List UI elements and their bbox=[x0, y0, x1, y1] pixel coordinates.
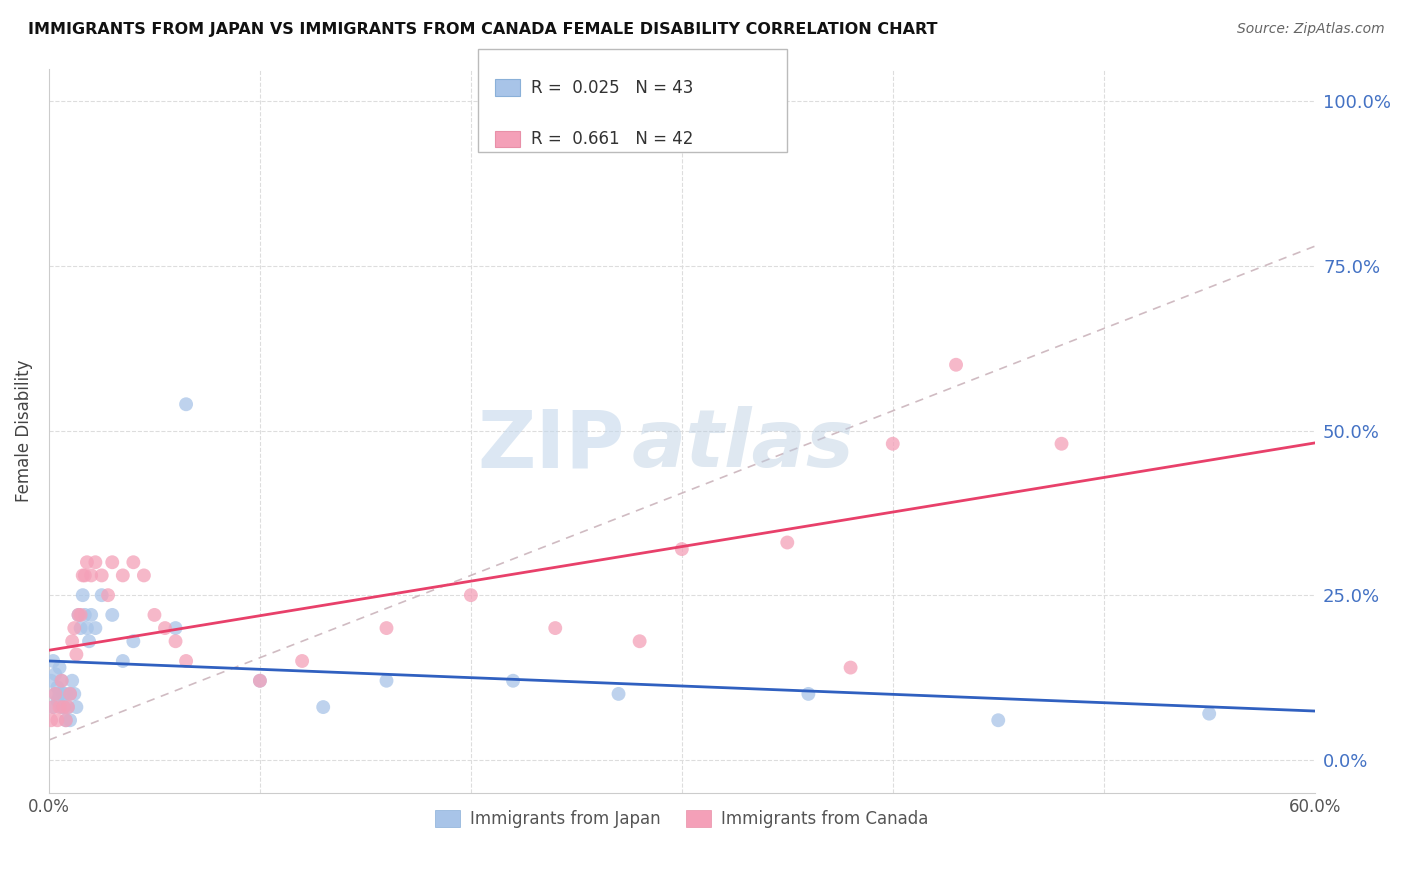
Point bbox=[375, 673, 398, 688]
Point bbox=[73, 607, 96, 622]
Point bbox=[544, 621, 567, 635]
Point bbox=[55, 713, 77, 727]
Text: Source: ZipAtlas.com: Source: ZipAtlas.com bbox=[1237, 22, 1385, 37]
Point bbox=[987, 713, 1010, 727]
Point bbox=[48, 687, 70, 701]
Point bbox=[375, 621, 398, 635]
Point bbox=[39, 673, 62, 688]
Y-axis label: Female Disability: Female Disability bbox=[15, 359, 32, 502]
Point bbox=[65, 700, 87, 714]
Point bbox=[839, 660, 862, 674]
Point bbox=[44, 667, 66, 681]
Point bbox=[122, 634, 145, 648]
Point bbox=[67, 607, 90, 622]
Point bbox=[46, 713, 69, 727]
Point bbox=[797, 687, 820, 701]
Point bbox=[80, 568, 103, 582]
Point bbox=[84, 621, 107, 635]
Point bbox=[90, 588, 112, 602]
Point bbox=[111, 654, 134, 668]
Point bbox=[73, 568, 96, 582]
Point bbox=[165, 621, 187, 635]
Point bbox=[291, 654, 314, 668]
Point bbox=[69, 621, 91, 635]
Text: ZIP: ZIP bbox=[478, 406, 624, 484]
Point bbox=[46, 693, 69, 707]
Point bbox=[143, 607, 166, 622]
Text: IMMIGRANTS FROM JAPAN VS IMMIGRANTS FROM CANADA FEMALE DISABILITY CORRELATION CH: IMMIGRANTS FROM JAPAN VS IMMIGRANTS FROM… bbox=[28, 22, 938, 37]
Point bbox=[42, 700, 65, 714]
Point bbox=[249, 673, 271, 688]
Point bbox=[39, 713, 62, 727]
Point bbox=[76, 555, 98, 569]
Point bbox=[72, 568, 94, 582]
Point bbox=[165, 634, 187, 648]
Point bbox=[945, 358, 967, 372]
Point bbox=[460, 588, 482, 602]
Point bbox=[1050, 436, 1073, 450]
Text: R =  0.025   N = 43: R = 0.025 N = 43 bbox=[531, 78, 693, 96]
Point bbox=[59, 687, 82, 701]
Point bbox=[51, 673, 73, 688]
Point bbox=[101, 607, 124, 622]
Point bbox=[1198, 706, 1220, 721]
Point bbox=[56, 700, 79, 714]
Point bbox=[502, 673, 524, 688]
Point bbox=[77, 634, 100, 648]
Point bbox=[111, 568, 134, 582]
Point bbox=[51, 673, 73, 688]
Point bbox=[46, 681, 69, 695]
Point bbox=[101, 555, 124, 569]
Point bbox=[63, 687, 86, 701]
Point bbox=[55, 687, 77, 701]
Point bbox=[55, 713, 77, 727]
Point bbox=[52, 700, 75, 714]
Point bbox=[628, 634, 651, 648]
Point bbox=[60, 673, 83, 688]
Point bbox=[97, 588, 120, 602]
Legend: Immigrants from Japan, Immigrants from Canada: Immigrants from Japan, Immigrants from C… bbox=[429, 804, 935, 835]
Point bbox=[72, 588, 94, 602]
Point bbox=[122, 555, 145, 569]
Point bbox=[69, 607, 91, 622]
Point bbox=[48, 660, 70, 674]
Point bbox=[52, 700, 75, 714]
Point bbox=[882, 436, 904, 450]
Point bbox=[84, 555, 107, 569]
Point bbox=[671, 542, 693, 557]
Point bbox=[90, 568, 112, 582]
Text: atlas: atlas bbox=[631, 406, 853, 484]
Point bbox=[42, 654, 65, 668]
Point bbox=[56, 700, 79, 714]
Point bbox=[776, 535, 799, 549]
Point bbox=[48, 700, 70, 714]
Point bbox=[153, 621, 176, 635]
Point bbox=[607, 687, 630, 701]
Point bbox=[42, 700, 65, 714]
Point bbox=[249, 673, 271, 688]
Point bbox=[76, 621, 98, 635]
Point bbox=[52, 687, 75, 701]
Point bbox=[63, 621, 86, 635]
Point bbox=[51, 700, 73, 714]
Point bbox=[67, 607, 90, 622]
Point bbox=[80, 607, 103, 622]
Point bbox=[174, 397, 197, 411]
Point bbox=[174, 654, 197, 668]
Text: R =  0.661   N = 42: R = 0.661 N = 42 bbox=[531, 130, 693, 148]
Point bbox=[44, 687, 66, 701]
Point bbox=[44, 687, 66, 701]
Point bbox=[132, 568, 155, 582]
Point bbox=[312, 700, 335, 714]
Point bbox=[59, 713, 82, 727]
Point bbox=[65, 648, 87, 662]
Point bbox=[60, 634, 83, 648]
Point bbox=[59, 687, 82, 701]
